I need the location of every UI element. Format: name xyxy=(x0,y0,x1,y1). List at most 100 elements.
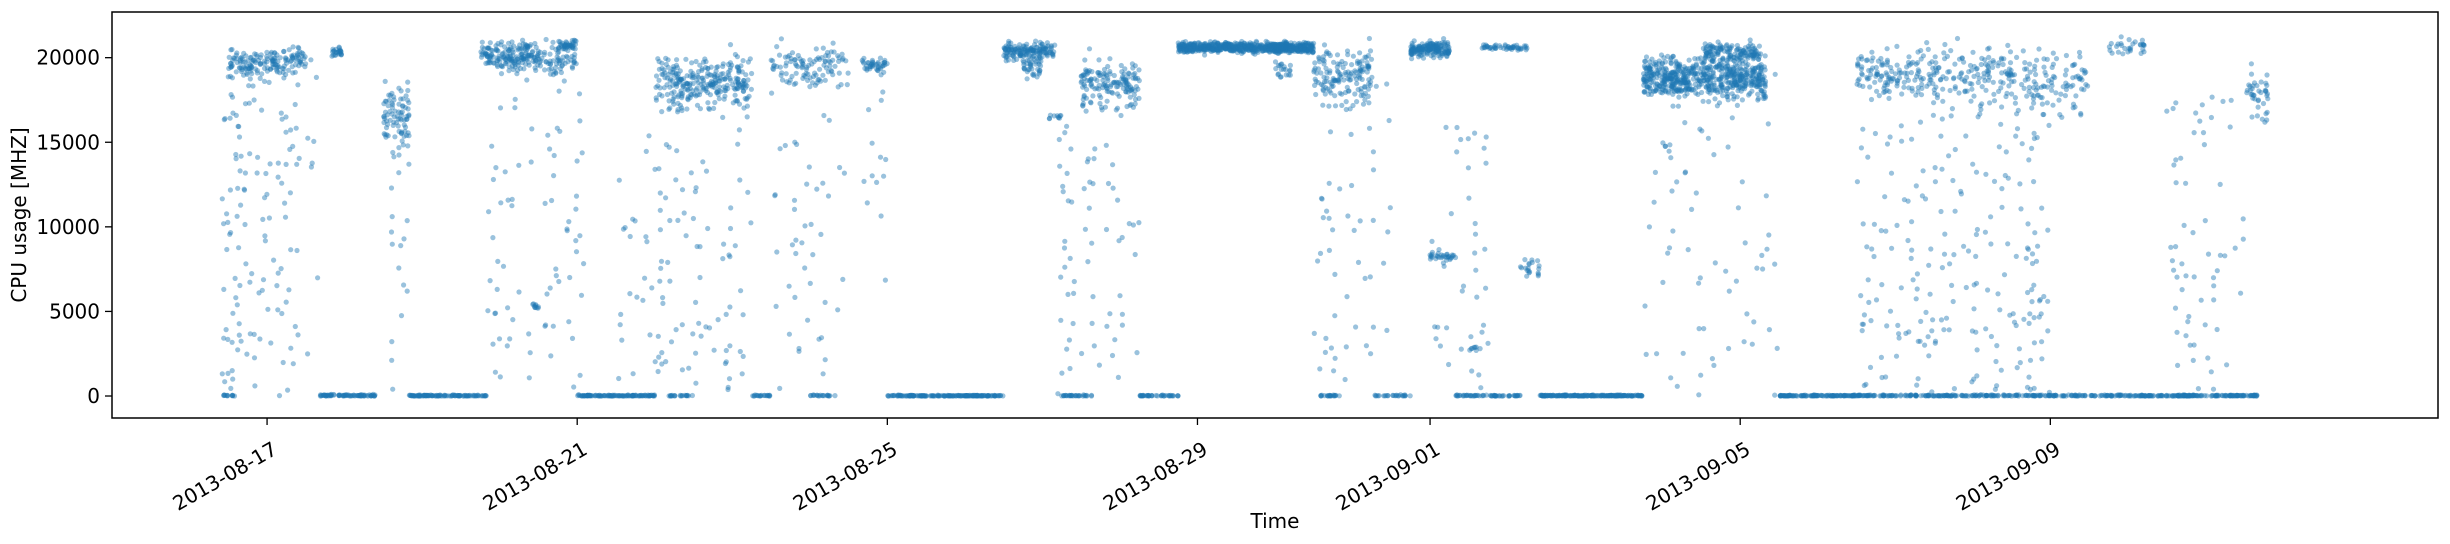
data-point xyxy=(747,56,753,62)
data-point xyxy=(814,186,820,192)
data-point xyxy=(279,180,285,186)
data-point xyxy=(384,112,390,118)
data-point xyxy=(333,52,339,58)
data-point xyxy=(650,393,656,399)
data-point xyxy=(241,50,247,57)
data-point xyxy=(1712,260,1718,266)
data-point xyxy=(321,392,327,398)
data-point xyxy=(466,393,472,399)
data-point xyxy=(266,79,272,85)
data-point xyxy=(512,64,518,70)
data-point xyxy=(229,339,235,345)
data-point xyxy=(613,393,619,399)
data-point xyxy=(1699,65,1705,71)
data-point xyxy=(808,393,814,399)
data-point xyxy=(557,128,563,134)
data-point xyxy=(396,128,402,134)
data-point xyxy=(252,51,258,57)
data-point xyxy=(229,392,236,398)
data-point xyxy=(1334,52,1341,58)
data-point xyxy=(1700,98,1706,104)
data-point xyxy=(553,70,559,76)
data-point xyxy=(333,46,339,53)
data-point xyxy=(1122,66,1128,72)
data-point xyxy=(1325,393,1331,399)
data-point xyxy=(1741,339,1747,345)
data-point xyxy=(553,69,559,75)
data-point xyxy=(344,392,350,398)
data-point xyxy=(565,47,571,54)
data-point xyxy=(252,66,258,72)
data-point xyxy=(243,53,249,59)
data-point xyxy=(559,40,566,46)
data-point xyxy=(643,148,649,154)
data-point xyxy=(518,55,524,61)
data-point xyxy=(794,141,800,147)
data-point xyxy=(1342,376,1348,383)
data-point xyxy=(281,48,287,55)
data-point xyxy=(1501,45,1507,51)
data-point xyxy=(1654,351,1660,357)
data-point xyxy=(579,150,585,156)
data-point xyxy=(249,64,255,70)
data-point xyxy=(632,393,639,399)
data-point xyxy=(697,89,703,95)
data-point xyxy=(675,107,681,113)
data-point xyxy=(470,392,476,398)
data-point xyxy=(804,181,810,187)
data-point xyxy=(703,64,709,71)
data-point xyxy=(325,392,331,398)
data-point xyxy=(406,113,412,119)
data-point xyxy=(560,54,566,60)
data-point xyxy=(688,91,694,98)
data-point xyxy=(425,393,431,399)
data-point xyxy=(381,101,387,107)
data-point xyxy=(700,80,707,86)
data-point xyxy=(327,392,334,399)
data-point xyxy=(766,393,772,399)
data-point xyxy=(1100,77,1106,83)
data-point xyxy=(573,38,579,44)
data-point xyxy=(389,339,395,345)
data-point xyxy=(1276,43,1282,50)
data-point xyxy=(683,233,689,239)
data-point xyxy=(401,282,407,288)
data-point xyxy=(1535,258,1541,264)
data-point xyxy=(412,393,418,399)
data-point xyxy=(1750,78,1756,84)
data-point xyxy=(1062,130,1068,136)
data-point xyxy=(1725,144,1731,150)
data-point xyxy=(224,393,230,399)
data-point xyxy=(822,299,828,305)
data-point xyxy=(817,66,823,72)
data-point xyxy=(528,52,534,59)
data-point xyxy=(573,206,579,212)
data-point xyxy=(712,99,718,106)
data-point xyxy=(421,392,427,398)
data-point xyxy=(1312,65,1318,71)
data-point xyxy=(1798,392,1804,399)
data-point xyxy=(1070,320,1076,327)
data-point xyxy=(1024,76,1030,82)
data-point xyxy=(525,55,531,61)
data-point xyxy=(693,58,699,65)
data-point xyxy=(551,68,557,74)
data-point xyxy=(677,392,683,398)
data-point xyxy=(515,58,521,64)
data-point xyxy=(268,55,274,61)
data-point xyxy=(1298,44,1305,50)
data-point xyxy=(577,372,583,378)
data-point xyxy=(1468,346,1474,352)
data-point xyxy=(424,392,430,398)
data-point xyxy=(1670,103,1676,109)
data-point xyxy=(655,56,661,62)
data-point xyxy=(235,185,241,191)
data-point xyxy=(287,190,293,196)
data-point xyxy=(492,310,498,317)
data-point xyxy=(318,392,324,398)
data-point xyxy=(403,116,410,122)
data-point xyxy=(249,71,255,77)
data-point xyxy=(1443,124,1449,130)
data-point xyxy=(549,197,555,204)
data-point xyxy=(674,148,680,154)
